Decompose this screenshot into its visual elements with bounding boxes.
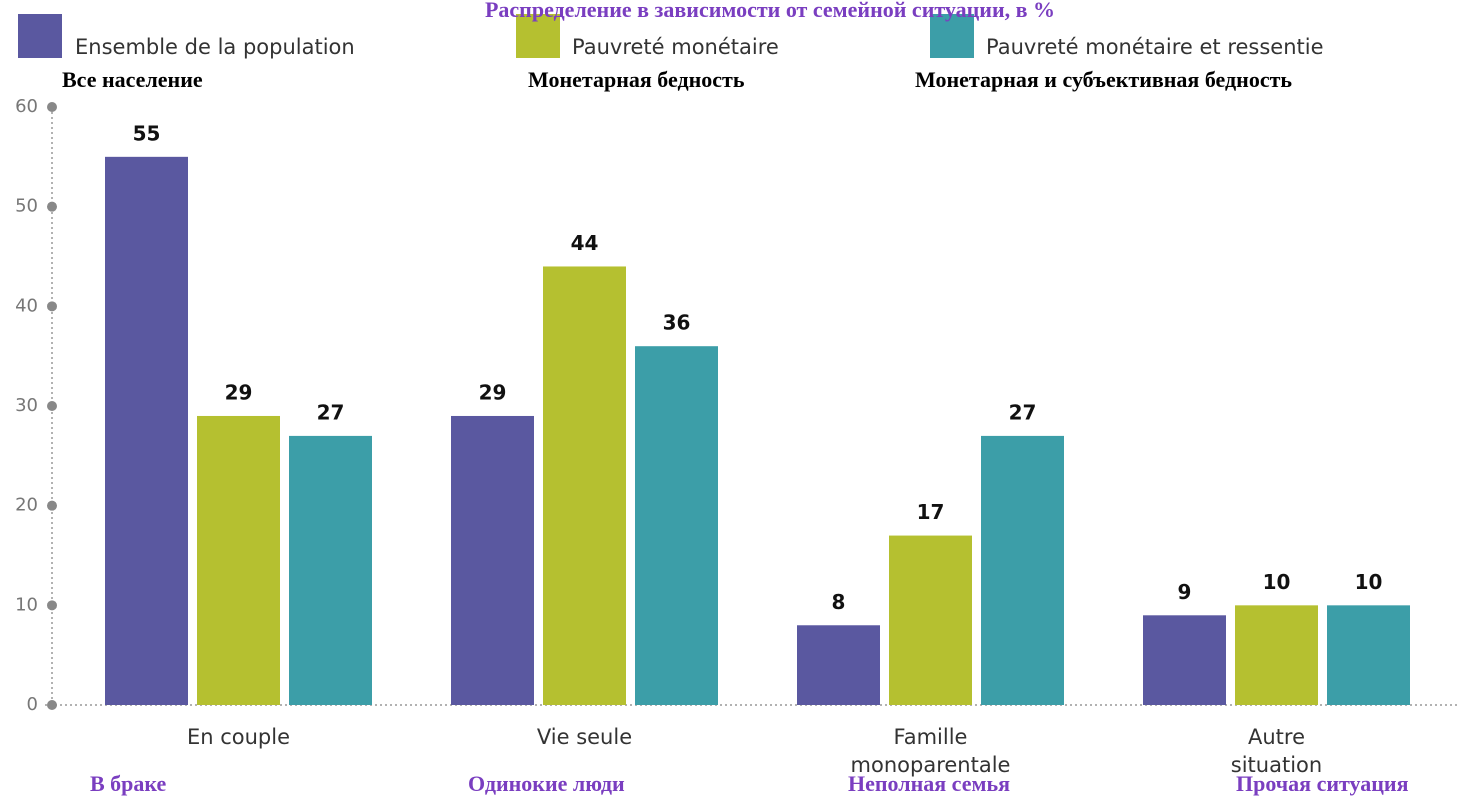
y-tick-label: 30 [15,395,38,416]
legend-translation: Монетарная и субъективная бедность [915,67,1292,92]
x-tick-label: Vie seule [537,725,632,749]
bar [981,435,1064,705]
x-tick-label: monoparentale [851,753,1011,777]
bar [635,346,718,705]
bar [889,535,972,705]
tick-mark [47,201,57,212]
x-tick-translation: Одинокие люди [468,771,625,796]
data-label: 10 [1263,570,1291,594]
x-tick-label: En couple [187,725,290,749]
y-tick-label: 10 [15,594,38,615]
legend-translation: Монетарная бедность [528,67,745,92]
data-label: 9 [1178,580,1192,604]
y-tick-label: 50 [15,196,38,217]
tick-mark [47,600,57,611]
data-label: 55 [133,121,161,145]
chart-title: Распределение в зависимости от семейной … [485,0,1055,22]
bar [543,266,626,705]
data-label: 27 [1009,400,1037,424]
legend-label: Pauvreté monétaire [572,35,779,59]
data-label: 36 [663,311,691,335]
data-label: 29 [479,380,507,404]
tick-mark [47,700,57,710]
legend-swatch [516,14,560,58]
data-label: 10 [1355,570,1383,594]
tick-mark [47,102,57,112]
legend-swatch [18,14,62,58]
bar [197,415,280,705]
y-tick-label: 60 [15,96,38,117]
tick-mark [47,401,57,411]
legend-label: Pauvreté monétaire et ressentie [986,35,1324,59]
legend-label: Ensemble de la population [75,35,355,59]
y-tick-label: 20 [15,495,38,516]
bar [1143,615,1226,705]
bar [289,435,372,705]
x-tick-label: Famille [894,725,968,749]
x-tick-label: situation [1231,753,1322,777]
y-tick-label: 40 [15,295,38,316]
data-label: 29 [225,380,253,404]
bar [105,156,188,706]
x-tick-translation: Неполная семья [848,771,1010,796]
y-tick-label: 0 [27,694,38,715]
bar [1327,605,1410,705]
x-tick-translation: Прочая ситуация [1236,771,1409,796]
x-tick-translation: В браке [90,771,167,796]
data-label: 44 [571,231,599,255]
data-label: 8 [832,590,846,614]
data-label: 27 [317,400,345,424]
bar [797,625,880,705]
x-tick-label: Autre [1248,725,1305,749]
bar [451,415,534,705]
bar [1235,605,1318,705]
tick-mark [47,500,57,511]
legend-translation: Все население [62,67,203,92]
legend-swatch [930,14,974,58]
tick-mark [47,301,57,312]
data-label: 17 [917,500,945,524]
